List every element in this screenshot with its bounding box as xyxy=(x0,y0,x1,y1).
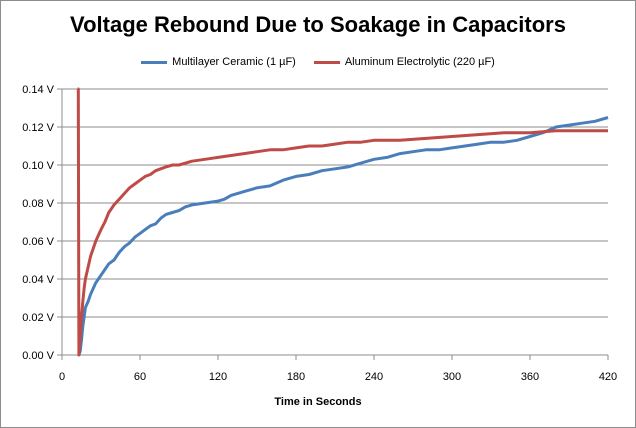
series-line-electrolytic xyxy=(76,87,608,357)
y-tick-label: 0.06 V xyxy=(22,236,54,248)
x-tick-label: 420 xyxy=(599,371,617,383)
legend-swatch-electrolytic xyxy=(313,60,340,64)
y-tick-label: 0.04 V xyxy=(22,274,54,286)
y-tick-label: 0.00 V xyxy=(22,350,54,362)
x-tick-label: 0 xyxy=(59,371,65,383)
legend-swatch-ceramic xyxy=(141,60,168,64)
chart-legend: Multilayer Ceramic (1 µF) Aluminum Elect… xyxy=(0,56,636,68)
y-tick-label: 0.08 V xyxy=(22,198,54,210)
x-tick-label: 60 xyxy=(134,371,146,383)
legend-item-ceramic: Multilayer Ceramic (1 µF) xyxy=(141,56,296,68)
x-tick-label: 240 xyxy=(365,371,383,383)
chart-title: Voltage Rebound Due to Soakage in Capaci… xyxy=(70,12,566,37)
y-tick-label: 0.10 V xyxy=(22,160,54,172)
legend-label-electrolytic: Aluminum Electrolytic (220 µF) xyxy=(344,56,495,68)
y-tick-label: 0.02 V xyxy=(22,312,54,324)
legend-label-ceramic: Multilayer Ceramic (1 µF) xyxy=(172,56,296,68)
x-tick-label: 180 xyxy=(287,371,305,383)
x-axis-label: Time in Seconds xyxy=(274,396,362,408)
legend-item-electrolytic: Aluminum Electrolytic (220 µF) xyxy=(313,56,495,68)
x-tick-label: 120 xyxy=(209,371,227,383)
x-tick-label: 300 xyxy=(443,371,461,383)
y-tick-label: 0.14 V xyxy=(22,84,54,96)
y-tick-label: 0.12 V xyxy=(22,122,54,134)
x-tick-label: 360 xyxy=(521,371,539,383)
series-line-ceramic xyxy=(77,116,609,356)
